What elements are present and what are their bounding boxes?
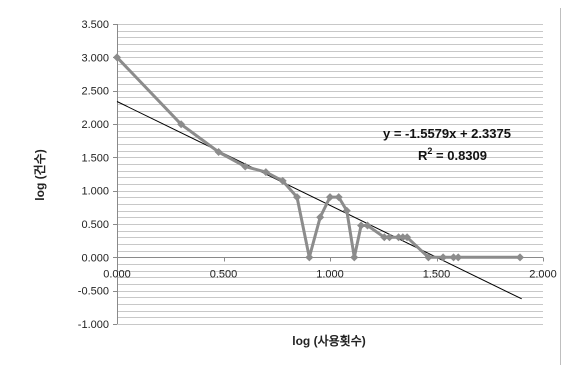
x-tick-label: 0.000 bbox=[103, 269, 131, 281]
data-point bbox=[424, 253, 433, 262]
data-point bbox=[380, 233, 389, 242]
trendline-group bbox=[116, 101, 522, 300]
data-point bbox=[342, 206, 351, 215]
y-tick-label: -0.500 bbox=[78, 286, 109, 298]
y-tick-label: 2.500 bbox=[81, 86, 109, 98]
y-tick-label: 1.000 bbox=[81, 186, 109, 198]
data-point bbox=[305, 253, 314, 262]
r-squared-prefix: R bbox=[418, 148, 428, 163]
data-point bbox=[398, 233, 407, 242]
x-tick-label: 1.500 bbox=[423, 269, 451, 281]
data-point bbox=[394, 233, 403, 242]
data-point bbox=[439, 253, 448, 262]
data-point bbox=[357, 221, 366, 230]
data-point bbox=[316, 213, 325, 222]
data-point bbox=[449, 253, 458, 262]
data-point bbox=[515, 253, 524, 262]
data-point bbox=[292, 193, 301, 202]
data-point bbox=[350, 253, 359, 262]
y-tick-label: 0.000 bbox=[81, 252, 109, 264]
data-point bbox=[214, 148, 223, 156]
x-axis-title: log (사용횟수) bbox=[292, 333, 365, 348]
r-squared-superscript: 2 bbox=[427, 146, 432, 156]
y-tick-label: 0.500 bbox=[81, 219, 109, 231]
data-point bbox=[454, 253, 463, 262]
data-point bbox=[363, 221, 372, 230]
y-axis-title: log (건수) bbox=[32, 149, 47, 200]
data-point bbox=[326, 193, 334, 202]
x-tick-label: 2.000 bbox=[529, 269, 557, 281]
x-tick-label: 0.500 bbox=[210, 269, 238, 281]
y-tick-label: 3.500 bbox=[81, 19, 109, 31]
tick-labels: 3.500 3.000 2.500 2.000 1.500 1.000 0.500 0.000… bbox=[78, 19, 557, 331]
data-point bbox=[261, 168, 270, 177]
y-tick-label: 1.500 bbox=[81, 152, 109, 164]
series-group bbox=[113, 53, 524, 262]
x-tick-label: 1.000 bbox=[316, 269, 344, 281]
y-tick-label: 3.000 bbox=[81, 52, 109, 64]
trendline-equation: y = -1.5579x + 2.3375 bbox=[383, 126, 511, 141]
trendline bbox=[116, 101, 522, 300]
data-point bbox=[403, 233, 412, 242]
r-squared-value: = 0.8309 bbox=[432, 148, 487, 163]
data-point bbox=[113, 53, 121, 62]
y-tick-label: -1.000 bbox=[78, 319, 109, 331]
r-squared-label: R2 = 0.8309 bbox=[418, 146, 487, 163]
frame-edge bbox=[560, 8, 561, 365]
data-point bbox=[385, 233, 394, 242]
data-point bbox=[278, 176, 287, 185]
data-point bbox=[334, 193, 343, 202]
data-point bbox=[177, 120, 186, 129]
y-tick-label: 2.000 bbox=[81, 119, 109, 131]
data-point bbox=[241, 162, 250, 171]
